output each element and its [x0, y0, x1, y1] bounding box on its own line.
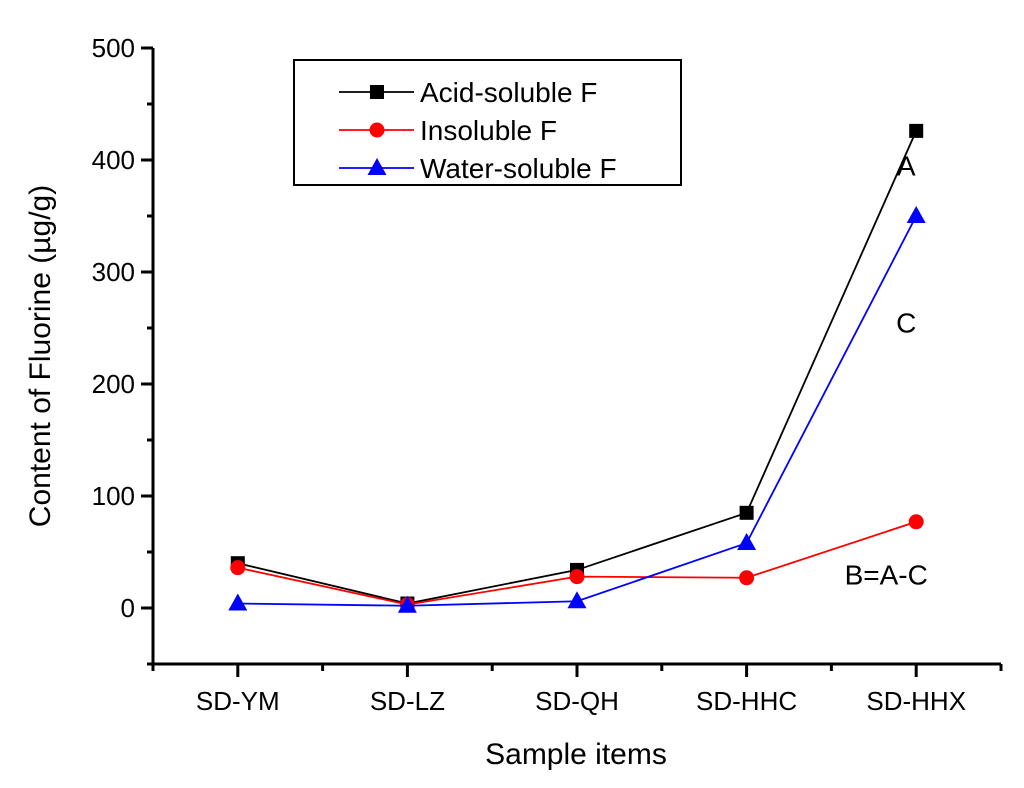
y-tick-label: 0 — [121, 593, 135, 623]
legend-label: Insoluble F — [420, 115, 557, 146]
legend-marker — [370, 85, 384, 99]
legend-label: Water-soluble F — [420, 153, 617, 184]
y-tick-label: 300 — [92, 257, 135, 287]
data-point — [739, 505, 754, 520]
x-tick-label: SD-LZ — [370, 686, 445, 716]
data-point — [569, 569, 585, 585]
data-point — [228, 593, 248, 611]
x-tick-label: SD-HHC — [696, 686, 797, 716]
y-tick-label: 400 — [92, 145, 135, 175]
data-point — [737, 533, 757, 551]
y-tick-label: 500 — [92, 33, 135, 63]
data-point — [397, 595, 417, 613]
series-line — [237, 215, 917, 607]
data-point — [739, 570, 755, 586]
annotation-label: C — [896, 307, 916, 338]
data-point — [908, 514, 924, 530]
x-tick-label: SD-HHX — [866, 686, 966, 716]
y-axis-title: Content of Fluorine (µg/g) — [24, 185, 57, 527]
x-tick-label: SD-YM — [196, 686, 280, 716]
series-line — [237, 130, 918, 605]
legend-box — [293, 59, 682, 186]
annotation-label: A — [897, 151, 916, 182]
y-tick-label: 100 — [92, 481, 135, 511]
x-tick-label: SD-QH — [535, 686, 619, 716]
annotation-label: B=A-C — [845, 559, 928, 590]
legend-item: Water-soluble F — [339, 153, 617, 184]
legend-marker — [367, 158, 387, 175]
y-tick-label: 200 — [92, 369, 135, 399]
data-point — [567, 591, 587, 609]
series-water-soluble-f — [228, 206, 926, 613]
legend-item: Acid-soluble F — [339, 77, 597, 108]
series-insoluble-f — [230, 514, 924, 613]
data-point — [909, 123, 924, 138]
series-layer — [228, 123, 926, 613]
series-acid-soluble-f — [230, 123, 924, 611]
legend-label: Acid-soluble F — [420, 77, 597, 108]
annotation-layer: A C B=A-C — [845, 151, 928, 591]
data-point — [230, 560, 246, 576]
axes: 0 100 200 300 400 500 SD-YM SD-LZ SD-QH SD-HHC SD-… — [92, 33, 1003, 716]
legend-marker — [369, 122, 385, 138]
x-axis-title: Sample items — [485, 738, 667, 771]
data-point — [906, 206, 926, 223]
legend-item: Insoluble F — [339, 115, 557, 146]
legend: Acid-soluble F Insoluble F Water-soluble F — [293, 59, 682, 186]
